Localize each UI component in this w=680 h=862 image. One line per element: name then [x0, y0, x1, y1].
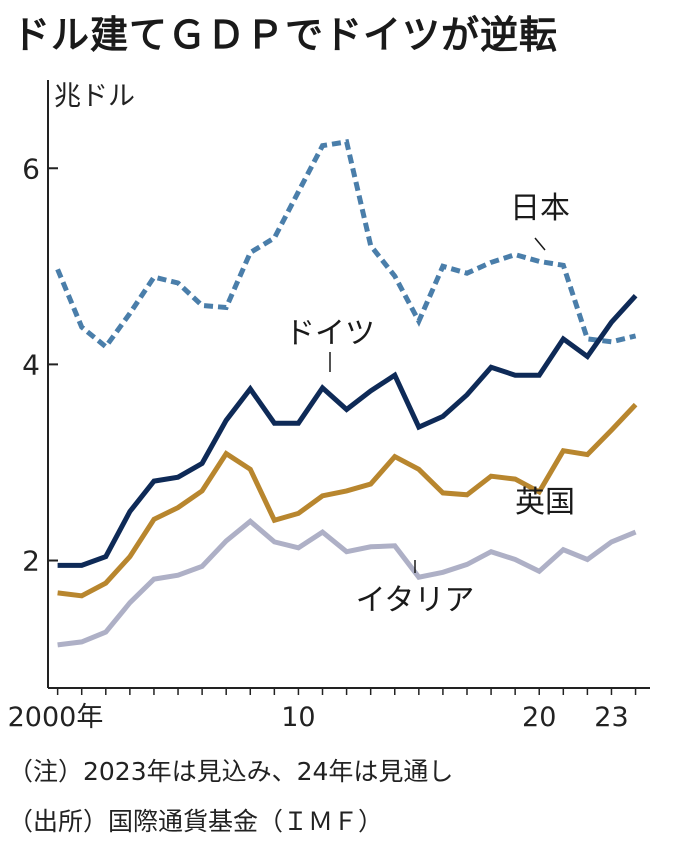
- series-line-uk: [57, 402, 638, 599]
- series-label-japan: 日本: [510, 191, 570, 226]
- x-tick-label: 23: [594, 702, 628, 733]
- chart-series: [55, 138, 638, 648]
- series-line-germany: [57, 294, 638, 568]
- series-leader-japan: [534, 237, 546, 251]
- y-tick-label: 4: [22, 348, 40, 381]
- series-label-germany: ドイツ: [285, 316, 375, 351]
- chart-note: （注）2023年は見込み、24年は見通し: [8, 757, 454, 786]
- series-label-uk: 英国: [515, 485, 575, 520]
- x-tick-label: 2000年: [8, 702, 104, 733]
- series-line-italy: [57, 518, 637, 648]
- y-tick-label: 2: [22, 545, 40, 578]
- y-axis-label: 兆ドル: [54, 81, 135, 112]
- chart-title: ドル建てＧＤＰでドイツが逆転: [12, 13, 559, 57]
- x-tick-label: 10: [281, 702, 315, 733]
- chart-source: （出所）国際通貨基金（ＩＭＦ）: [8, 807, 384, 836]
- series-line-japan: [55, 138, 637, 351]
- x-tick-label: 20: [522, 702, 556, 733]
- series-label-italy: イタリア: [356, 583, 475, 618]
- y-tick-label: 6: [22, 152, 40, 185]
- chart-axes: 兆ドル 2 4 6 2000年 10 20 23: [8, 80, 650, 733]
